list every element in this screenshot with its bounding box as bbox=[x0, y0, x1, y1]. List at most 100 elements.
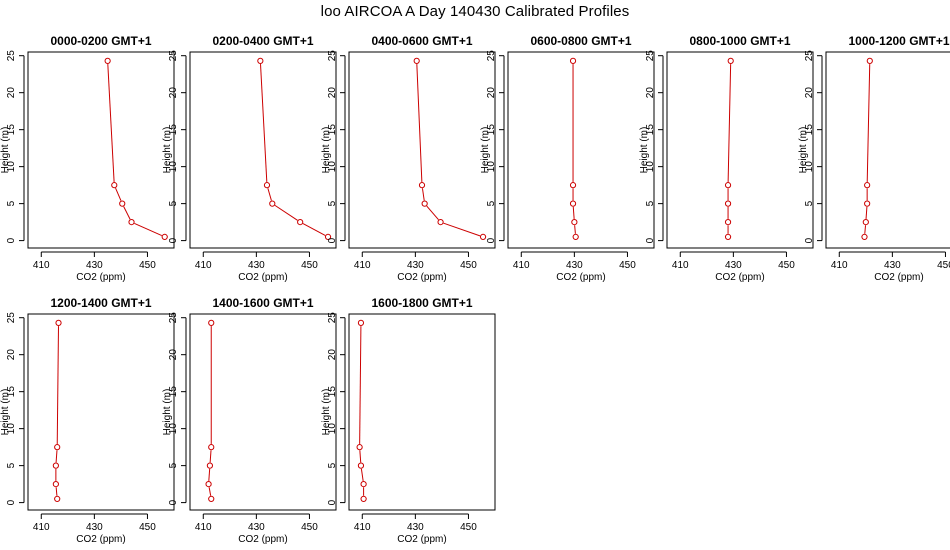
data-point bbox=[263, 182, 271, 189]
x-axis-label: CO2 (ppm) bbox=[238, 534, 287, 545]
data-point bbox=[357, 462, 365, 469]
data-point bbox=[724, 200, 732, 207]
profile-panel: 0000-0200 GMT+1 0 5 10 15 20 25 Height (m) 410 43… bbox=[0, 34, 175, 283]
x-tick-label: 430 bbox=[248, 260, 265, 271]
y-tick-label: 25 bbox=[327, 50, 338, 62]
data-point bbox=[54, 495, 61, 503]
y-axis-label: Height (m) bbox=[162, 127, 173, 174]
panel-title: 1000-1200 GMT+1 bbox=[848, 34, 949, 48]
profile-line-segment bbox=[421, 188, 425, 201]
plot-frame bbox=[348, 51, 496, 249]
y-tick-label: 0 bbox=[327, 237, 338, 243]
x-tick-label: 430 bbox=[407, 522, 424, 533]
y-tick-label: 20 bbox=[168, 87, 179, 99]
data-point bbox=[862, 219, 869, 226]
data-point bbox=[360, 495, 367, 503]
x-tick-label: 430 bbox=[407, 260, 424, 271]
y-axis-label: Height (m) bbox=[639, 127, 650, 174]
x-tick-label: 410 bbox=[672, 260, 689, 271]
profile-line-segment bbox=[864, 225, 867, 234]
profile-line-segment bbox=[302, 223, 326, 236]
x-tick-label: 450 bbox=[301, 260, 318, 271]
data-point bbox=[356, 444, 363, 451]
y-tick-label: 20 bbox=[327, 349, 338, 361]
x-tick-label: 430 bbox=[86, 260, 103, 271]
x-axis-label: CO2 (ppm) bbox=[76, 534, 125, 545]
data-point bbox=[479, 233, 487, 241]
y-tick-label: 0 bbox=[6, 499, 17, 505]
y-tick-label: 20 bbox=[6, 349, 17, 361]
y-axis-label: Height (m) bbox=[0, 127, 11, 174]
data-point bbox=[569, 200, 577, 207]
profile-line-segment bbox=[208, 487, 212, 496]
data-point bbox=[297, 219, 304, 226]
y-tick-label: 5 bbox=[327, 462, 338, 468]
data-point bbox=[724, 182, 732, 189]
profile-panel: 0600-0800 GMT+1 0 5 10 15 20 25 Height (m) 410 43… bbox=[480, 34, 655, 283]
y-tick-label: 10 bbox=[327, 161, 338, 173]
profile-line-segment bbox=[55, 487, 58, 496]
data-point bbox=[357, 319, 365, 326]
x-tick-label: 430 bbox=[86, 522, 103, 533]
y-tick-label: 10 bbox=[327, 423, 338, 435]
x-tick-label: 410 bbox=[195, 260, 212, 271]
y-tick-label: 0 bbox=[327, 499, 338, 505]
x-tick-label: 450 bbox=[937, 260, 950, 271]
profile-line-segment bbox=[866, 64, 871, 182]
y-tick-label: 10 bbox=[486, 161, 497, 173]
plot-frame bbox=[27, 313, 175, 511]
x-axis-label: CO2 (ppm) bbox=[556, 272, 605, 283]
y-tick-label: 15 bbox=[645, 124, 656, 136]
plot-frame bbox=[189, 51, 337, 249]
y-tick-label: 20 bbox=[168, 349, 179, 361]
data-point bbox=[437, 219, 444, 226]
profile-line-segment bbox=[359, 326, 362, 444]
x-tick-label: 430 bbox=[884, 260, 901, 271]
data-point bbox=[104, 57, 111, 64]
data-point bbox=[864, 200, 871, 207]
data-point bbox=[727, 57, 734, 64]
profile-line-segment bbox=[115, 187, 122, 201]
profile-panel: 1600-1800 GMT+1 0 5 10 15 20 25 Height (m) 410 43… bbox=[321, 296, 496, 545]
data-point bbox=[208, 495, 215, 503]
data-point bbox=[52, 462, 59, 469]
x-tick-label: 450 bbox=[460, 260, 477, 271]
profile-panel: 1400-1600 GMT+1 0 5 10 15 20 25 Height (m) 410 43… bbox=[162, 296, 337, 545]
plot-frame bbox=[507, 51, 655, 249]
data-point bbox=[208, 444, 215, 451]
data-point bbox=[571, 219, 578, 226]
data-point bbox=[54, 444, 61, 451]
data-point bbox=[418, 182, 426, 189]
plot-frame bbox=[27, 51, 175, 249]
y-tick-label: 0 bbox=[6, 237, 17, 243]
y-tick-label: 25 bbox=[168, 50, 179, 62]
x-tick-label: 410 bbox=[513, 260, 530, 271]
data-point bbox=[119, 200, 126, 207]
y-tick-label: 25 bbox=[486, 50, 497, 62]
profile-line-segment bbox=[360, 468, 364, 482]
y-tick-label: 5 bbox=[168, 200, 179, 206]
data-point bbox=[864, 182, 871, 189]
y-axis-label: Height (m) bbox=[0, 389, 11, 436]
y-tick-label: 10 bbox=[168, 423, 179, 435]
y-tick-label: 15 bbox=[168, 124, 179, 136]
data-point bbox=[324, 233, 332, 241]
profile-line-segment bbox=[274, 204, 298, 221]
profile-line-segment bbox=[426, 205, 439, 221]
panel-title: 0800-1000 GMT+1 bbox=[689, 34, 790, 48]
panel-title: 1600-1800 GMT+1 bbox=[371, 296, 472, 310]
profile-line-segment bbox=[416, 64, 423, 182]
x-axis-label: CO2 (ppm) bbox=[76, 272, 125, 283]
profile-panel: 0800-1000 GMT+1 0 5 10 15 20 25 Height (m) 410 43… bbox=[639, 34, 814, 283]
data-point bbox=[413, 57, 420, 64]
data-point bbox=[269, 200, 276, 207]
y-tick-label: 5 bbox=[327, 200, 338, 206]
y-tick-label: 5 bbox=[6, 200, 17, 206]
y-tick-label: 5 bbox=[645, 200, 656, 206]
plot-frame bbox=[666, 51, 814, 249]
y-tick-label: 20 bbox=[6, 87, 17, 99]
data-point bbox=[205, 481, 212, 488]
y-tick-label: 20 bbox=[327, 87, 338, 99]
x-tick-label: 430 bbox=[566, 260, 583, 271]
plot-frame bbox=[825, 51, 950, 249]
